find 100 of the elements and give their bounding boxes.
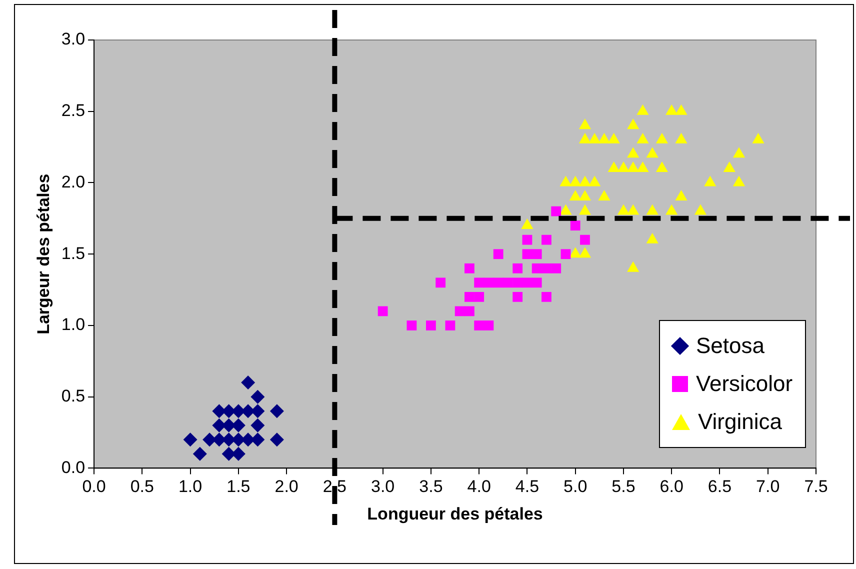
point	[627, 118, 640, 130]
point	[542, 292, 552, 302]
point	[752, 132, 764, 144]
legend-label: Versicolor	[696, 371, 793, 398]
point	[532, 249, 542, 260]
point	[192, 446, 207, 461]
point	[551, 263, 562, 274]
point	[464, 263, 474, 274]
point	[578, 190, 592, 201]
point	[598, 190, 610, 201]
point	[560, 176, 572, 186]
point	[588, 176, 601, 186]
point	[474, 278, 484, 288]
point	[426, 320, 436, 330]
point	[675, 104, 688, 115]
x-tick-label: 1.0	[178, 477, 202, 496]
point	[732, 176, 746, 186]
y-tick-label: 3.0	[61, 30, 86, 49]
point	[608, 161, 620, 172]
point	[222, 446, 236, 461]
x-tick-label: 2.5	[322, 477, 347, 496]
point	[666, 104, 678, 115]
point	[522, 249, 532, 260]
point	[570, 220, 580, 231]
point	[445, 320, 456, 330]
point	[250, 390, 265, 404]
point	[578, 204, 592, 215]
point	[464, 306, 474, 316]
x-tick-label: 7.0	[756, 477, 780, 496]
point	[532, 263, 542, 274]
point	[484, 320, 494, 330]
x-axis-title: Longueur des pétales	[367, 504, 543, 524]
x-tick-label: 0.5	[130, 477, 154, 496]
point	[580, 234, 590, 245]
x-tick-label: 7.5	[804, 477, 828, 496]
point	[636, 132, 649, 144]
point	[551, 206, 562, 216]
point	[636, 104, 649, 115]
x-tick-label: 0.0	[82, 477, 106, 496]
x-tick-label: 6.5	[708, 477, 732, 496]
point	[636, 161, 649, 172]
point	[250, 418, 265, 432]
point	[521, 218, 534, 230]
y-axis-title: Largeur des pétales	[34, 174, 53, 334]
point	[627, 161, 640, 172]
point	[588, 132, 601, 144]
x-tick-label: 2.0	[274, 477, 298, 496]
y-tick-label: 2.0	[61, 172, 86, 192]
point	[474, 320, 484, 330]
x-tick-label: 1.5	[226, 477, 250, 496]
point	[627, 261, 640, 272]
point	[578, 247, 592, 258]
legend-label: Setosa	[696, 333, 764, 360]
point	[646, 204, 658, 215]
point	[723, 161, 736, 172]
x-tick-label: 5.0	[564, 477, 588, 496]
point	[675, 132, 688, 144]
x-tick-label: 6.0	[660, 477, 684, 496]
point	[560, 204, 572, 215]
point	[512, 292, 523, 302]
x-tick-label: 3.0	[371, 477, 395, 496]
x-tick-label: 4.0	[467, 477, 491, 496]
point	[512, 263, 523, 274]
point	[454, 306, 465, 316]
y-tick-label: 0.0	[61, 458, 86, 477]
point	[694, 204, 707, 215]
point	[617, 161, 630, 172]
point	[578, 118, 592, 130]
point	[627, 147, 640, 158]
point	[406, 320, 417, 330]
point	[493, 249, 504, 260]
x-tick-label: 3.5	[419, 477, 443, 496]
point	[656, 161, 668, 172]
y-tick-label: 1.5	[61, 244, 86, 263]
point	[522, 278, 532, 288]
x-tick-label: 4.5	[515, 477, 540, 496]
point	[436, 278, 446, 288]
point	[666, 204, 678, 215]
point	[560, 249, 571, 260]
point	[569, 176, 582, 186]
point	[270, 432, 284, 447]
point	[512, 278, 523, 288]
point	[704, 176, 716, 186]
point	[474, 292, 484, 302]
point	[542, 263, 552, 274]
point	[627, 204, 640, 215]
point	[656, 132, 668, 144]
point	[569, 247, 582, 258]
point	[646, 147, 658, 158]
point	[493, 278, 504, 288]
legend-label: Virginica	[698, 409, 782, 436]
point	[183, 432, 198, 447]
point	[464, 292, 474, 302]
point	[646, 232, 658, 244]
point	[608, 132, 620, 144]
point	[542, 234, 552, 245]
point	[532, 278, 542, 288]
point	[503, 278, 513, 288]
point	[732, 147, 746, 158]
point	[617, 204, 630, 215]
